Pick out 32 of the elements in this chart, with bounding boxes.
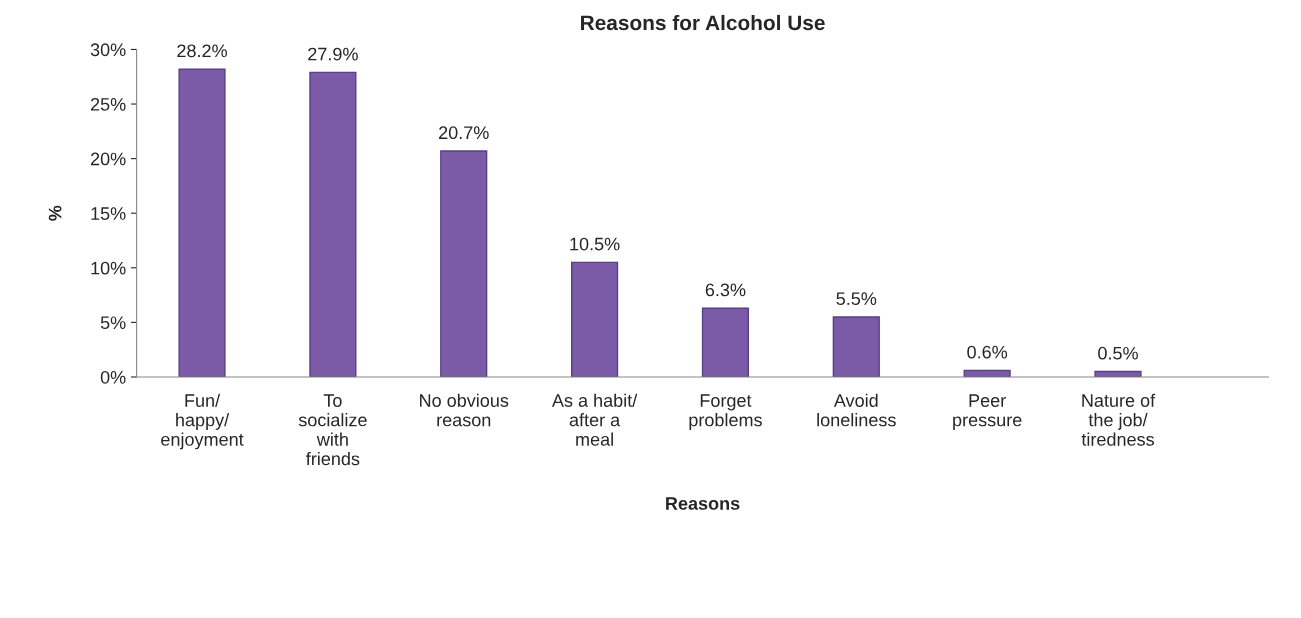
y-tick-label: 10% bbox=[91, 261, 126, 275]
x-tick-label: As a habit/ after a meal bbox=[551, 393, 638, 446]
y-tick-label: 30% bbox=[90, 43, 126, 57]
x-tick-label: Forget problems bbox=[689, 394, 762, 430]
x-tick-label: To socialize with friends bbox=[298, 394, 367, 466]
x-tick-label: Avoid loneliness bbox=[817, 393, 896, 427]
data-label: 6.3% bbox=[705, 283, 746, 297]
data-label: 0.5% bbox=[1098, 346, 1138, 360]
bar bbox=[178, 68, 226, 377]
bar bbox=[570, 261, 619, 377]
bar bbox=[832, 316, 880, 377]
y-tick-label: 25% bbox=[90, 97, 126, 111]
x-tick-label: Peer pressure bbox=[953, 394, 1022, 430]
data-label: 20.7% bbox=[439, 126, 489, 140]
x-tick-label: Nature of the job/ tiredness bbox=[1081, 393, 1156, 446]
y-tick-label: 15% bbox=[91, 207, 126, 220]
y-tick-label: 5% bbox=[100, 316, 126, 330]
data-label: 27.9% bbox=[308, 47, 358, 61]
y-axis-title: % bbox=[48, 205, 62, 221]
bar bbox=[309, 71, 357, 377]
data-label: 5.5% bbox=[836, 292, 877, 306]
y-tick-label: 20% bbox=[90, 152, 126, 166]
x-tick-label: Fun/ happy/ enjoyment bbox=[161, 393, 244, 450]
bar bbox=[701, 307, 750, 377]
chart-title: Reasons for Alcohol Use bbox=[581, 14, 825, 31]
y-tick-label: 0% bbox=[100, 370, 126, 384]
x-tick-label: No obvious reason bbox=[420, 393, 509, 427]
data-label: 10.5% bbox=[570, 237, 620, 251]
x-axis-title: Reasons bbox=[666, 497, 740, 510]
data-label: 0.6% bbox=[967, 345, 1008, 359]
data-label: 28.2% bbox=[177, 44, 227, 58]
bar bbox=[440, 150, 488, 377]
